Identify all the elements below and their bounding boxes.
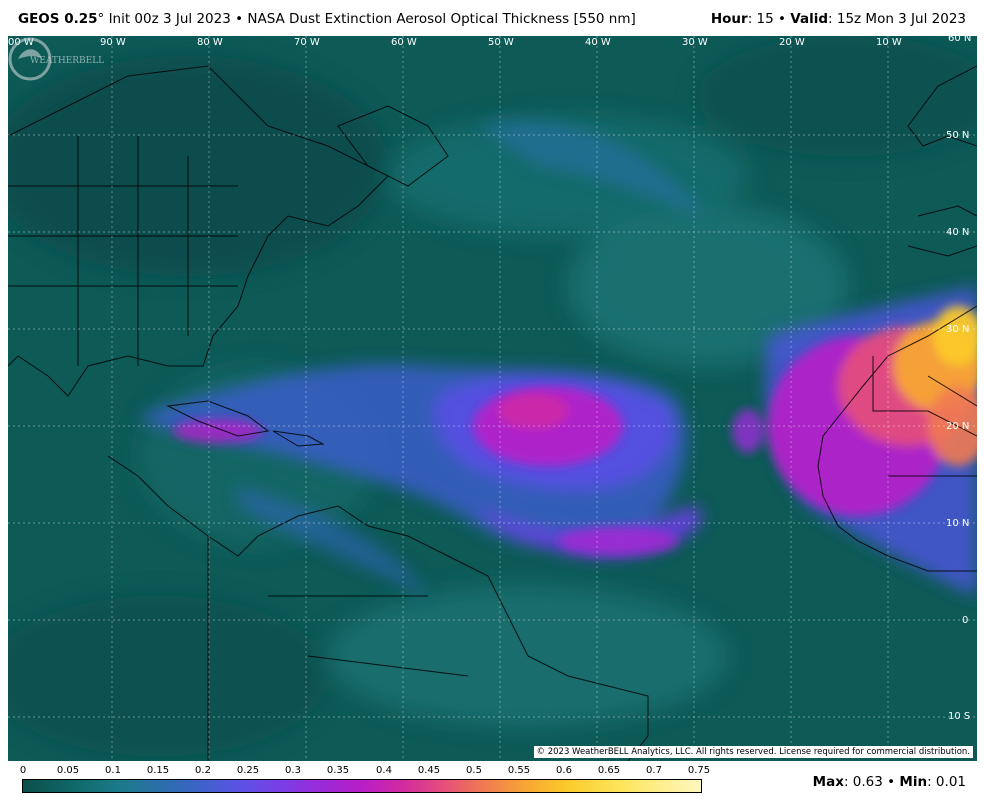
- product-name: NASA Dust Extinction Aerosol Optical Thi…: [247, 11, 636, 27]
- min-value: : 0.01: [927, 774, 966, 790]
- init-time: Init 00z 3 Jul 2023: [108, 11, 231, 27]
- hour-value: : 15: [747, 11, 774, 27]
- legend-tick: 0.05: [56, 765, 80, 776]
- legend-tick: 0.25: [236, 765, 260, 776]
- lat-label: 30 N: [946, 324, 970, 335]
- legend-tick: 0: [19, 765, 27, 776]
- logo-text: WEATHERBELL: [30, 56, 104, 66]
- lat-label: 10 S: [948, 711, 971, 722]
- legend-tick: 0.15: [146, 765, 170, 776]
- lon-label: 20 W: [779, 37, 805, 48]
- legend-tick: 0.4: [376, 765, 392, 776]
- lon-label: 70 W: [294, 37, 320, 48]
- hour-label: Hour: [710, 11, 748, 27]
- lon-label: 60 W: [391, 37, 417, 48]
- legend: 0 0.05 0.1 0.15 0.2 0.25 0.3 0.35 0.4 0.…: [0, 762, 984, 808]
- legend-tick: 0.3: [285, 765, 301, 776]
- lat-label-top: 60 N: [948, 36, 972, 44]
- lat-label: 40 N: [946, 227, 970, 238]
- lat-label: 10 N: [946, 518, 970, 529]
- lon-label: 50 W: [488, 37, 514, 48]
- legend-tick: 0.7: [646, 765, 662, 776]
- min-label: Min: [899, 774, 928, 790]
- separator: •: [235, 11, 244, 27]
- legend-tick: 0.6: [556, 765, 572, 776]
- max-value: : 0.63: [843, 774, 883, 790]
- map-header: GEOS 0.25° Init 00z 3 Jul 2023 • NASA Du…: [0, 0, 984, 34]
- legend-tick: 0.5: [466, 765, 482, 776]
- lat-label: 50 N: [946, 130, 970, 141]
- aerosol-map[interactable]: 00 W 90 W 80 W 70 W 60 W 50 W 40 W 30 W …: [8, 36, 977, 761]
- lon-label: 10 W: [876, 37, 902, 48]
- lon-label: 90 W: [100, 37, 126, 48]
- legend-tick: 0.55: [507, 765, 531, 776]
- graticule: [8, 36, 977, 761]
- lat-label: 20 N: [946, 421, 970, 432]
- lat-label: 0: [962, 615, 969, 626]
- weatherbell-logo: WEATHERBELL: [8, 37, 104, 81]
- map-canvas: [8, 36, 977, 761]
- lon-label: 30 W: [682, 37, 708, 48]
- legend-tick: 0.1: [105, 765, 121, 776]
- copyright-notice: © 2023 WeatherBELL Analytics, LLC. All r…: [533, 746, 973, 758]
- legend-tick: 0.45: [417, 765, 441, 776]
- legend-tick: 0.2: [195, 765, 211, 776]
- valid-value: : 15z Mon 3 Jul 2023: [828, 11, 966, 27]
- valid-time: Hour: 15 • Valid: 15z Mon 3 Jul 2023: [711, 11, 966, 27]
- legend-tick: 0.35: [326, 765, 350, 776]
- model-name: GEOS 0.25: [18, 11, 98, 27]
- valid-label: Valid: [790, 11, 829, 27]
- lon-label: 40 W: [585, 37, 611, 48]
- max-label: Max: [812, 774, 844, 790]
- legend-tick: 0.65: [597, 765, 621, 776]
- max-min-stats: Max: 0.63 • Min: 0.01: [812, 774, 966, 790]
- degree-symbol: °: [97, 11, 105, 27]
- legend-tick: 0.75: [687, 765, 711, 776]
- separator: •: [778, 11, 786, 27]
- lon-label: 80 W: [197, 37, 223, 48]
- map-title: GEOS 0.25° Init 00z 3 Jul 2023 • NASA Du…: [18, 11, 636, 27]
- color-scale-bar: [22, 779, 702, 793]
